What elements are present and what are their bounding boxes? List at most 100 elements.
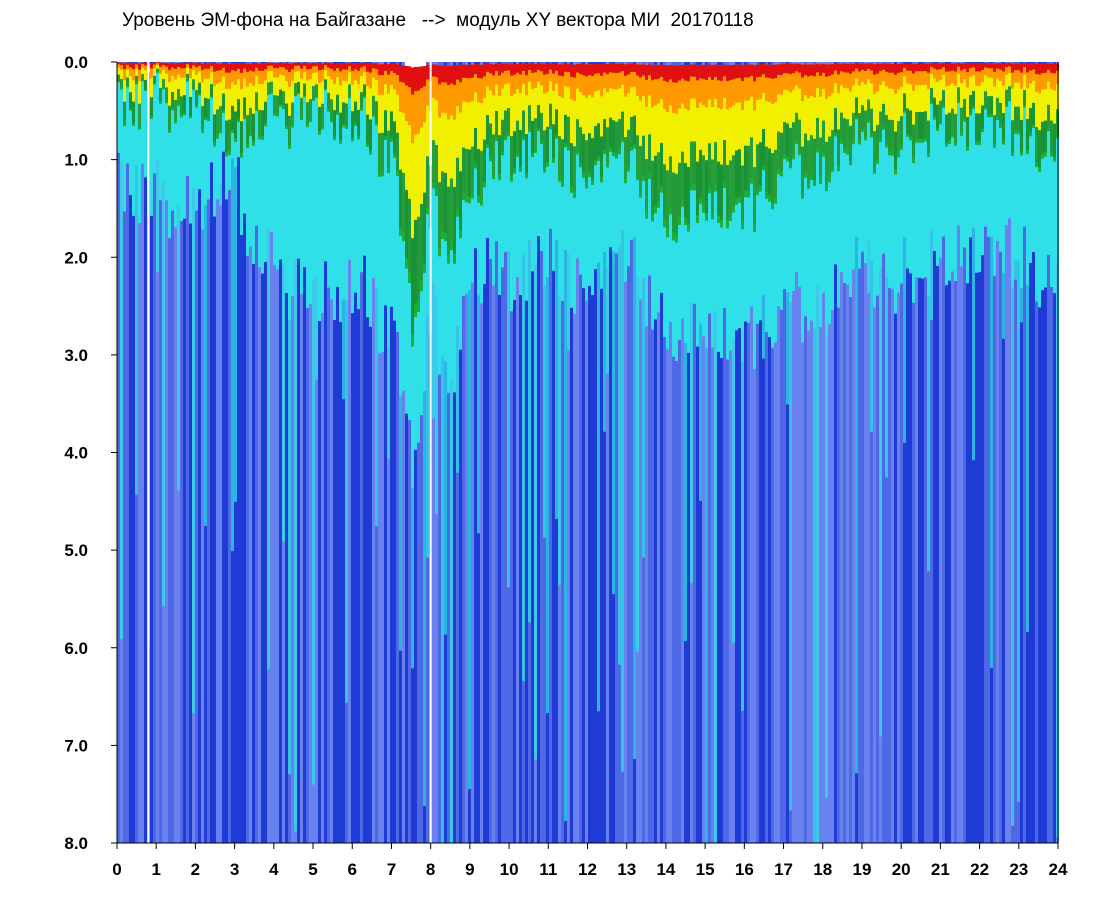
heatmap-column <box>669 62 672 843</box>
heatmap-column <box>564 62 567 843</box>
heatmap-column <box>234 62 237 843</box>
heatmap-column <box>771 62 774 843</box>
heatmap-column <box>552 62 555 843</box>
heatmap-column <box>498 62 501 843</box>
heatmap-column <box>657 62 660 843</box>
heatmap-column <box>639 62 642 843</box>
heatmap-column <box>1050 62 1053 843</box>
heatmap-column <box>630 62 633 843</box>
x-axis-ticks: 0 1 2 3 4 5 6 7 8 9 10 11 12 13 14 15 16 17 18 19 20 21 22 23 24 <box>112 843 1068 879</box>
heatmap-column <box>993 62 996 843</box>
heatmap-column <box>1038 62 1041 843</box>
heatmap-column <box>558 62 561 843</box>
heatmap-column <box>969 62 972 843</box>
heatmap-column <box>294 62 297 843</box>
heatmap-column <box>966 62 969 843</box>
plot-area <box>117 62 1059 844</box>
x-tick-label: 8 <box>426 860 435 879</box>
heatmap-column <box>828 62 831 843</box>
heatmap-column <box>879 62 882 843</box>
heatmap-column <box>411 62 414 843</box>
heatmap-column <box>519 62 522 843</box>
heatmap-column <box>852 62 855 843</box>
heatmap-column <box>540 62 543 843</box>
heatmap-column <box>219 62 222 843</box>
heatmap-column <box>258 62 261 843</box>
heatmap-column <box>573 62 576 843</box>
heatmap-column <box>720 62 723 843</box>
x-tick-label: 24 <box>1049 860 1068 879</box>
heatmap-column <box>303 62 306 843</box>
x-tick-label: 19 <box>852 860 871 879</box>
heatmap-column <box>444 62 447 843</box>
heatmap-column <box>369 62 372 843</box>
heatmap-column <box>615 62 618 843</box>
heatmap-column <box>456 62 459 843</box>
heatmap-column <box>849 62 852 843</box>
heatmap-column <box>567 62 570 843</box>
heatmap-column <box>183 62 186 843</box>
heatmap-column <box>795 62 798 843</box>
heatmap-column <box>1014 62 1017 843</box>
heatmap-column <box>486 62 489 843</box>
heatmap-column <box>129 62 132 843</box>
heatmap-column <box>996 62 999 843</box>
heatmap-column <box>156 62 159 843</box>
heatmap-column <box>189 62 192 843</box>
heatmap-column <box>363 62 366 843</box>
x-tick-label: 21 <box>931 860 950 879</box>
heatmap-column <box>315 62 318 843</box>
heatmap-column <box>261 62 264 843</box>
x-tick-label: 6 <box>348 860 357 879</box>
x-tick-label: 7 <box>387 860 396 879</box>
heatmap-column <box>855 62 858 843</box>
heatmap-column <box>381 62 384 843</box>
heatmap-column <box>222 62 225 843</box>
heatmap-column <box>507 62 510 843</box>
y-tick-label: 3.0 <box>64 346 88 365</box>
heatmap-column <box>339 62 342 843</box>
x-tick-label: 18 <box>813 860 832 879</box>
heatmap-column <box>909 62 912 843</box>
heatmap-column <box>930 62 933 843</box>
heatmap-column <box>1044 62 1047 843</box>
heatmap-column <box>408 62 411 843</box>
heatmap-column <box>216 62 219 843</box>
heatmap-column <box>891 62 894 843</box>
y-tick-label: 5.0 <box>64 541 88 560</box>
heatmap-column <box>543 62 546 843</box>
heatmap-column <box>276 62 279 843</box>
heatmap-column <box>495 62 498 843</box>
x-tick-label: 10 <box>500 860 519 879</box>
heatmap-column <box>744 62 747 843</box>
heatmap-column <box>807 62 810 843</box>
heatmap-column <box>153 62 156 843</box>
y-tick-label: 1.0 <box>64 151 88 170</box>
heatmap-column <box>645 62 648 843</box>
heatmap-column <box>336 62 339 843</box>
heatmap-column <box>678 62 681 843</box>
heatmap-column <box>957 62 960 843</box>
heatmap-column <box>534 62 537 843</box>
heatmap-column <box>141 62 144 843</box>
heatmap-column <box>375 62 378 843</box>
heatmap-column <box>1008 62 1011 843</box>
heatmap-column <box>708 62 711 843</box>
heatmap-column <box>705 62 708 843</box>
heatmap-column <box>348 62 351 843</box>
heatmap-column <box>798 62 801 843</box>
heatmap-column <box>132 62 135 843</box>
heatmap-column <box>933 62 936 843</box>
heatmap-column <box>405 62 408 843</box>
heatmap-column <box>390 62 393 843</box>
heatmap-column <box>954 62 957 843</box>
y-tick-label: 6.0 <box>64 639 88 658</box>
y-tick-label: 2.0 <box>64 248 88 267</box>
heatmap-column <box>480 62 483 843</box>
heatmap-column <box>426 62 429 843</box>
heatmap-column <box>624 62 627 843</box>
heatmap-column <box>138 62 141 843</box>
heatmap-column <box>324 62 327 843</box>
heatmap-column <box>165 62 168 843</box>
